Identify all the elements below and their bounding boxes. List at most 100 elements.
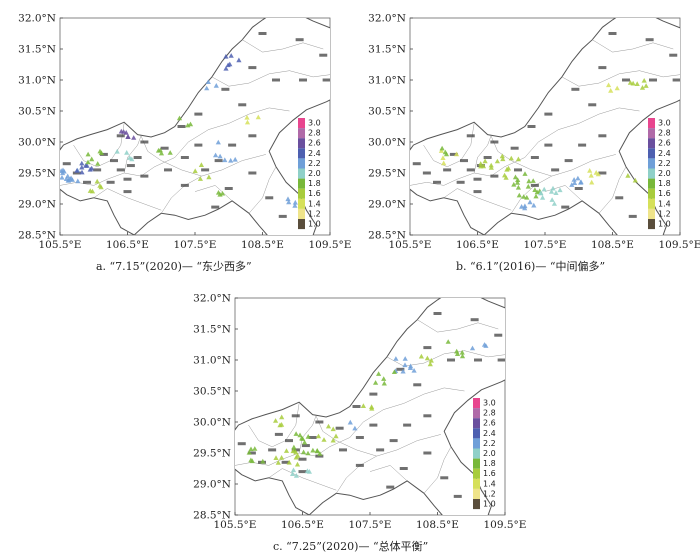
station-marker xyxy=(502,172,508,178)
colorbar-swatch xyxy=(298,118,305,129)
station-marker xyxy=(204,85,210,91)
station-marker xyxy=(630,80,636,86)
station-marker xyxy=(197,176,203,181)
city-label-mark xyxy=(194,112,203,116)
station-marker xyxy=(530,178,536,183)
station-marker xyxy=(83,163,89,168)
station-marker xyxy=(441,160,447,166)
city-label-mark xyxy=(423,346,432,350)
city-label-mark xyxy=(355,463,364,467)
station-marker xyxy=(252,446,258,451)
lat-tick-label: 30.5°N xyxy=(193,386,231,398)
district-boundary xyxy=(598,166,627,214)
city-label-mark xyxy=(466,134,475,138)
map-svg-a: 28.5°N 29.0°N 29.5°N 30.0°N 30.5°N 31.0°N 31.5… xyxy=(18,13,352,252)
colorbar-label: 2.6 xyxy=(483,419,496,428)
lon-tick-label: 109.5°E xyxy=(309,239,352,251)
city-label-mark xyxy=(315,420,324,424)
city-label-mark xyxy=(588,103,597,107)
map-panel-a: 28.5°N 29.0°N 29.5°N 30.0°N 30.5°N 31.0°N 31.5… xyxy=(0,0,352,280)
colorbar-label: 2.6 xyxy=(658,139,671,148)
station-marker xyxy=(360,403,366,408)
city-label-mark xyxy=(295,38,304,42)
lat-tick-label: 32.0°N xyxy=(368,13,406,25)
city-label-mark xyxy=(399,467,408,470)
lat-tick-label: 31.0°N xyxy=(193,355,231,367)
colorbar-label: 1.4 xyxy=(483,479,496,488)
station-marker xyxy=(131,135,137,140)
station-marker xyxy=(225,62,231,68)
city-label-mark xyxy=(622,78,630,82)
station-marker xyxy=(213,152,219,158)
map-svg-b: 28.5°N 29.0°N 29.5°N 30.0°N 30.5°N 31.0°N 31.5… xyxy=(368,13,700,252)
city-label-mark xyxy=(396,367,405,371)
city-label-mark xyxy=(177,125,186,128)
colorbar-swatch xyxy=(648,219,655,230)
district-boundary xyxy=(298,415,317,454)
city-label-mark xyxy=(447,358,455,362)
lon-tick-label: 106.5°E xyxy=(456,239,499,251)
station-marker xyxy=(606,82,612,88)
city-label-mark xyxy=(301,444,310,448)
station-marker xyxy=(232,156,238,162)
station-marker xyxy=(454,151,460,157)
city-label-mark xyxy=(494,333,503,337)
station-marker xyxy=(550,185,556,191)
city-label-mark xyxy=(265,13,273,16)
station-marker xyxy=(578,179,584,185)
station-marker xyxy=(488,162,494,168)
city-label-mark xyxy=(470,318,479,322)
city-label-mark xyxy=(449,152,458,156)
colorbar-swatch xyxy=(298,178,305,189)
colorbar-swatch xyxy=(473,458,480,469)
caption-c: c. “7.25”(2020)— “总体平衡” xyxy=(273,540,429,553)
lat-tick-label: 29.0°N xyxy=(18,199,56,211)
city-label-mark xyxy=(456,180,465,184)
city-label-mark xyxy=(403,423,412,427)
station-marker xyxy=(222,157,228,163)
station-marker xyxy=(295,453,301,458)
city-label-mark xyxy=(238,103,247,107)
colorbar-label: 1.0 xyxy=(308,220,321,229)
city-label-mark xyxy=(72,171,81,175)
city-label-mark xyxy=(369,392,378,396)
city-label-mark xyxy=(258,32,267,35)
city-label-mark xyxy=(123,177,132,181)
station-marker xyxy=(400,368,406,374)
city-label-mark xyxy=(248,171,257,175)
colorbar-swatch xyxy=(648,128,655,139)
colorbar-swatch xyxy=(473,499,480,510)
station-marker xyxy=(459,349,465,355)
station-marker xyxy=(533,193,539,199)
city-label-mark xyxy=(544,112,553,116)
map-panel-c: 28.5°N 29.0°N 29.5°N 30.0°N 30.5°N 31.0°N 31.5… xyxy=(175,280,526,560)
map-svg-c: 28.5°N 29.0°N 29.5°N 30.0°N 30.5°N 31.0°N 31.5… xyxy=(193,293,526,532)
city-label-mark xyxy=(315,454,324,458)
colorbar-swatch xyxy=(473,448,480,459)
station-marker xyxy=(314,448,320,453)
city-label-mark xyxy=(83,180,91,184)
station-marker xyxy=(61,168,67,174)
station-marker xyxy=(277,422,283,428)
lon-tick-label: 107.5°E xyxy=(349,519,392,531)
colorbar-swatch xyxy=(473,428,480,439)
city-label-mark xyxy=(598,66,607,70)
station-marker xyxy=(306,469,312,474)
district-boundary xyxy=(443,188,512,211)
colorbar-swatch xyxy=(648,168,655,179)
district-boundary xyxy=(561,70,680,87)
station-marker xyxy=(500,156,506,162)
city-label-mark xyxy=(422,171,431,175)
city-label-mark xyxy=(453,494,462,498)
colorbar-label: 1.2 xyxy=(308,209,321,218)
station-marker xyxy=(548,189,555,194)
district-boundary xyxy=(473,135,492,174)
city-label-mark xyxy=(615,196,624,200)
lat-tick-label: 29.5°N xyxy=(193,448,231,460)
city-label-mark xyxy=(224,187,233,190)
station-marker xyxy=(223,53,229,59)
city-label-mark xyxy=(285,439,293,443)
station-marker xyxy=(511,181,517,187)
city-label-mark xyxy=(423,414,432,418)
station-marker xyxy=(300,436,306,441)
